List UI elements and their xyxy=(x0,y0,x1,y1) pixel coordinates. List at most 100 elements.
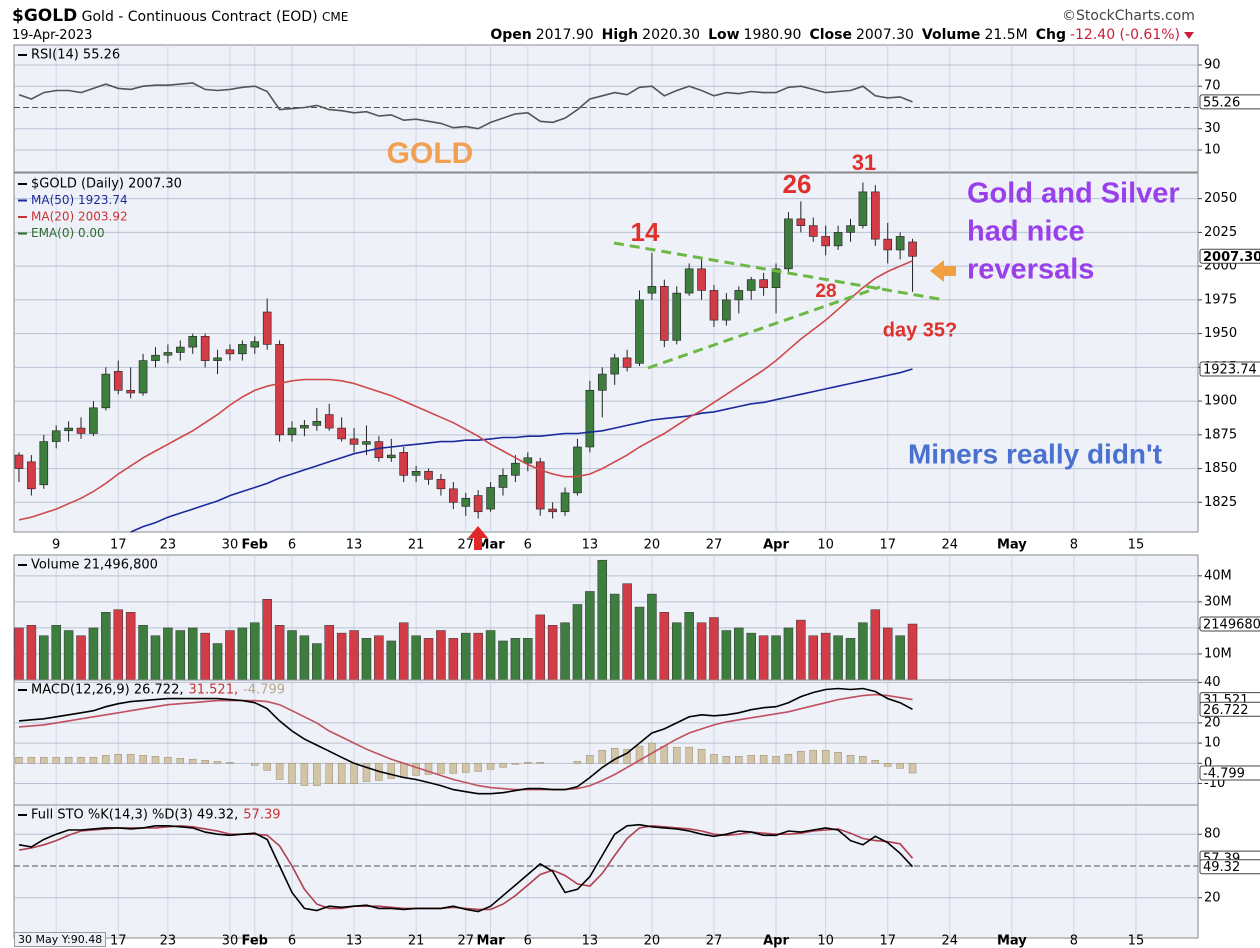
candle-body xyxy=(535,461,545,510)
histogram-bar xyxy=(151,756,160,764)
symbol: $GOLD xyxy=(12,6,78,26)
candle-body xyxy=(436,479,446,490)
volume-bar xyxy=(734,627,744,681)
histogram-bar xyxy=(486,763,495,770)
histogram-bar xyxy=(387,763,395,779)
histogram-bar xyxy=(673,746,681,764)
legend-entry: Volume 21,496,800 xyxy=(31,558,158,573)
stat-value: 2020.30 xyxy=(642,27,701,43)
candle-body xyxy=(262,311,272,345)
volume-bar xyxy=(39,635,49,681)
source: ©StockCharts.com xyxy=(1062,8,1195,24)
volume-bar xyxy=(833,635,843,681)
candle-body xyxy=(200,336,210,361)
panel xyxy=(13,804,1199,939)
volume-bar xyxy=(76,635,86,681)
candle-body xyxy=(560,492,570,513)
volume-bar xyxy=(26,625,37,681)
candle-body xyxy=(337,427,346,440)
candle-body xyxy=(821,236,830,247)
histogram-bar xyxy=(809,749,817,764)
histogram-bar xyxy=(189,759,197,764)
x-tick-label: 17 xyxy=(879,934,896,948)
moving-average xyxy=(130,368,913,533)
histogram-bar xyxy=(462,763,470,773)
volume-bar xyxy=(88,627,99,681)
volume-bar xyxy=(299,635,310,681)
candle-body xyxy=(51,430,61,442)
volume-bar xyxy=(895,635,905,681)
y-tick-label: 1850 xyxy=(1204,461,1237,476)
annotation: 26 xyxy=(783,169,812,199)
volume-bar xyxy=(696,622,707,681)
candle-body xyxy=(660,286,669,341)
volume-bar xyxy=(225,630,235,681)
histogram-bar xyxy=(896,763,904,769)
x-tick-label: 10 xyxy=(817,934,834,948)
annotation: day 35? xyxy=(883,319,957,341)
volume-bar xyxy=(634,606,645,681)
y-tick-label: 70 xyxy=(1204,79,1221,94)
stat-value: 1980.90 xyxy=(743,27,802,43)
x-tick-label: 8 xyxy=(1070,934,1078,948)
volume-bar xyxy=(163,627,173,681)
y-tick-label: 2025 xyxy=(1204,225,1237,240)
candle-body xyxy=(784,218,793,270)
histogram-bar xyxy=(139,755,147,764)
histogram-bar xyxy=(176,758,185,764)
candle-body xyxy=(511,462,520,476)
histogram-bar xyxy=(213,761,222,764)
histogram-bar xyxy=(735,756,743,764)
candle-body xyxy=(684,268,694,294)
volume-bar xyxy=(398,622,409,681)
histogram-bar xyxy=(772,756,780,764)
value-box xyxy=(1199,94,1260,110)
value-box-label: 26.722 xyxy=(1203,703,1249,718)
candle-body xyxy=(76,427,86,434)
x-tick-label: 21 xyxy=(408,934,425,948)
x-tick-label: 20 xyxy=(644,538,661,553)
value-box xyxy=(1199,701,1260,717)
x-tick-label: 17 xyxy=(879,538,896,553)
histogram-bar xyxy=(859,756,867,764)
stat-label: Chg xyxy=(1035,27,1066,43)
header: $GOLD Gold - Continuous Contract (EOD) C… xyxy=(0,0,1260,44)
volume-bar xyxy=(187,627,198,681)
volume-bar xyxy=(820,632,831,681)
histogram-bar xyxy=(114,754,122,764)
stat-label: Open xyxy=(490,27,532,43)
volume-bar xyxy=(324,625,334,681)
annotation: 14 xyxy=(631,217,660,247)
x-tick-label: 23 xyxy=(160,538,177,553)
histogram-bar xyxy=(759,755,768,764)
value-box-label: 2007.30 xyxy=(1203,250,1260,265)
indicator-line xyxy=(18,82,913,130)
candle-body xyxy=(585,389,595,448)
candle-body xyxy=(833,232,843,247)
histogram-bar xyxy=(908,763,917,774)
volume-bar xyxy=(523,638,533,681)
histogram-bar xyxy=(337,763,346,784)
trendline xyxy=(613,241,946,302)
candle-body xyxy=(89,407,98,434)
candle-body xyxy=(287,427,297,436)
candle-body xyxy=(424,470,433,480)
volume-bar xyxy=(771,635,781,681)
histogram-bar xyxy=(846,755,855,764)
volume-bar xyxy=(597,559,608,681)
histogram-bar xyxy=(27,757,36,764)
histogram-bar xyxy=(64,757,73,764)
x-tick-label: 30 xyxy=(222,538,239,553)
candle-body xyxy=(250,341,260,348)
histogram-bar xyxy=(871,760,880,764)
candle-body xyxy=(759,279,768,289)
candle-body xyxy=(610,357,619,375)
legend-entry: Full STO %K(14,3) %D(3) 49.32, xyxy=(31,808,238,823)
histogram-bar xyxy=(884,763,892,767)
candle-body xyxy=(771,268,781,289)
volume-bar xyxy=(572,604,583,681)
date: 19-Apr-2023 xyxy=(12,28,93,43)
volume-bar xyxy=(101,612,111,681)
volume-bar xyxy=(386,640,397,681)
candle-body xyxy=(808,225,818,237)
